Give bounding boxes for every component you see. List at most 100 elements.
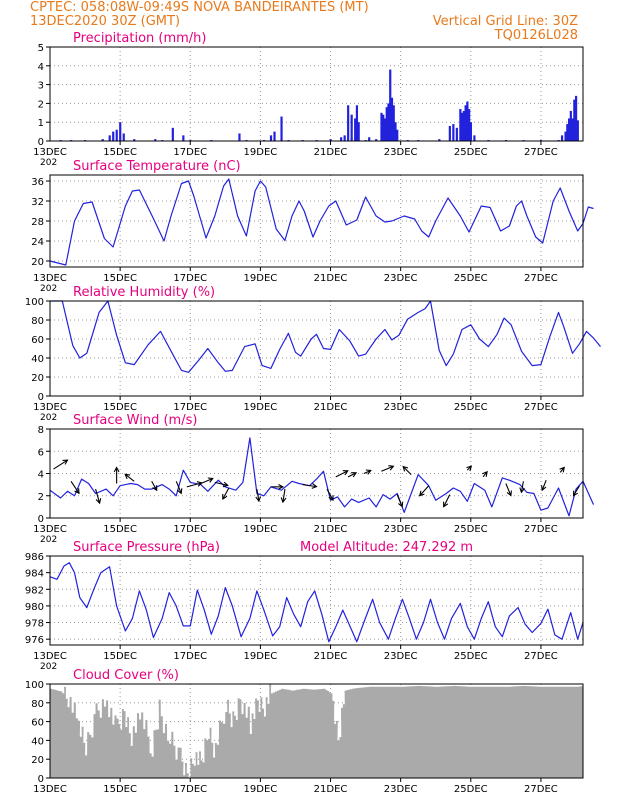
precip-bar [469,122,472,141]
header-line-1: CPTEC: 058:08W-09:49S NOVA BANDEIRANTES … [30,0,369,15]
y-tick-label: 60 [31,718,44,729]
precip-bar [462,110,465,141]
wind-arrow [256,488,260,502]
y-tick-label: 984 [25,569,44,580]
x-tick-label: 17DEC [173,524,207,535]
precip-bar [368,137,371,141]
wind-arrow [222,487,230,500]
y-tick-label: 4 [38,470,44,481]
precip-bar [567,118,571,141]
precip-bar [574,95,578,141]
precip-title: Precipitation (mm/h) [73,31,206,46]
wind-arrow-head [506,490,512,497]
wind-arrow-head [559,466,565,473]
y-tick-label: 0 [38,774,44,785]
wind-arrow-head [74,488,80,495]
y-tick-label: 982 [25,585,44,596]
x-tick-label: 19DEC [244,784,278,795]
x-tick-label: 23DEC [384,402,418,413]
precip-bar [357,122,360,141]
wind-arrow-head [519,487,525,494]
y-tick-label: 40 [31,354,44,365]
cloud-title: Cloud Cover (%) [73,668,179,683]
precip-bar [380,112,383,141]
y-tick-label: 40 [31,736,44,747]
x-tick-label: 25DEC [454,402,488,413]
rh-series-line [50,300,601,373]
precip-bar [452,124,455,141]
precip-bar [343,135,346,141]
wind-arrow-head [113,466,120,473]
precip-bar [389,69,392,141]
precip-bar [112,131,115,141]
wind-arrow [200,478,213,485]
wind-arrow-head [255,496,262,503]
temp-x-axis: 15DEC 17DEC 19DEC 21DEC 23DEC 25DEC 27DEC 13DEC… [33,267,558,294]
cloud-cover-area [50,684,584,778]
x-tick-label-first: 13DEC [33,273,67,284]
precip-bar [340,137,343,141]
wind-arrow-head [95,498,102,505]
y-tick-label: 4 [38,62,44,73]
precip-bar [269,135,273,141]
y-tick-label: 80 [31,699,44,710]
x-tick-label-first: 13DEC [33,524,67,535]
x-tick-label: 17DEC [173,402,207,413]
wind-series-line [49,437,595,517]
y-tick-label: 28 [31,217,44,228]
precip-bar [448,125,451,141]
y-tick-label: 32 [31,197,44,208]
x-tick-label: 15DEC [103,147,137,158]
wind-arrow-head [124,473,131,480]
x-tick-label: 21DEC [314,784,348,795]
y-tick-label: 0 [38,137,44,148]
y-tick-label: 980 [25,602,44,613]
precip-bar [455,127,458,141]
wind-arrow-head [62,459,69,465]
x-tick-label: 23DEC [384,273,418,284]
x-tick-label: 21DEC [314,402,348,413]
x-tick-label: 25DEC [454,147,488,158]
precip-panel: 0 1 2 3 4 5 15DEC 17DEC 19DEC 21DEC 23DEC 25DEC 27DE… [33,31,584,168]
x-tick-label: 27DEC [524,402,558,413]
x-tick-label: 27DEC [524,147,558,158]
precip-bar [383,118,387,141]
precip-bar [387,103,390,141]
x-tick-label: 15DEC [103,402,137,413]
x-tick-label: 15DEC [103,784,137,795]
precip-bar [122,133,125,141]
precip-bar [573,99,576,141]
precip-bar [394,122,397,141]
precip-bar [154,139,157,141]
precip-bar [396,129,399,141]
y-tick-label: 0 [38,392,44,403]
pres-panel: 976 978 980 982 984 986 15DEC 17DEC 19DEC 21DEC 23… [25,540,584,672]
wind-arrow-head [328,495,334,502]
x-tick-label: 19DEC [244,147,278,158]
precip-x-axis: 15DEC 17DEC 19DEC 21DEC 23DEC 25DEC 27DEC 13DEC… [33,141,558,168]
cloud-panel: 0 20 40 60 80 100 15DEC 17DEC 19DEC 21DEC 23DEC 25D… [25,668,584,795]
precip-bar [347,105,350,141]
y-tick-label: 80 [31,316,44,327]
y-tick-label: 3 [38,81,44,92]
wind-arrow [70,480,80,494]
x-tick-label-first: 13DEC [33,402,67,413]
x-tick-label: 17DEC [173,784,207,795]
precip-bar [171,127,174,141]
precip-bar [576,120,579,141]
wind-arrow [326,488,334,501]
precip-bar [273,131,276,141]
x-tick-label-first: 13DEC [33,147,67,158]
rh-title: Relative Humidity (%) [73,285,215,300]
x-tick-label: 21DEC [314,273,348,284]
x-year-label: 202 [40,535,57,545]
precip-bar [115,129,118,141]
y-tick-label: 6 [38,447,44,458]
x-tick-label: 15DEC [103,273,137,284]
wind-arrow [175,481,182,494]
wind-arrow-head [311,483,318,489]
precip-bar [329,139,332,141]
precip-bar [466,101,469,141]
pres-frame [49,555,584,646]
